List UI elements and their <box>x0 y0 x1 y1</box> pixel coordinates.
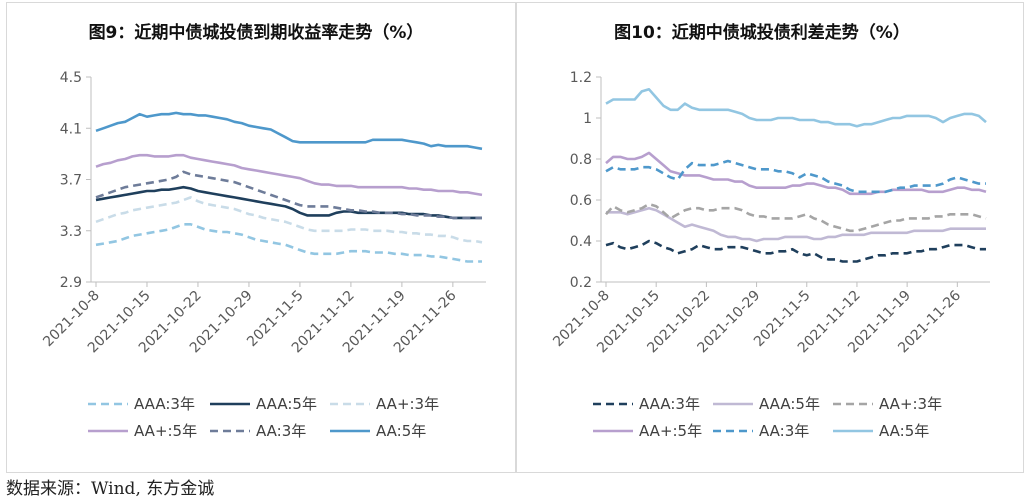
legend-label: AAA:3年 <box>134 395 195 413</box>
series-line <box>95 223 482 263</box>
legend-label: AA:3年 <box>759 422 809 440</box>
series-line <box>605 151 987 196</box>
series-line <box>95 153 483 197</box>
legend-label: AA:3年 <box>256 422 306 440</box>
legend-label: AAA:3年 <box>639 395 700 413</box>
legend-label: AAA:5年 <box>759 395 820 413</box>
y-tick-label: 1 <box>583 111 592 127</box>
chart-title: 图9：近期中债城投债到期收益率走势（%） <box>89 22 424 43</box>
legend-label: AA+:3年 <box>879 395 942 413</box>
legend-label: AA+:5年 <box>639 422 702 440</box>
series-line <box>605 88 987 128</box>
y-tick-label: 3.3 <box>60 224 82 240</box>
y-tick-label: 0.8 <box>570 152 592 168</box>
series-line <box>605 159 986 194</box>
chart-title: 图10：近期中债城投债利差走势（%） <box>614 22 910 43</box>
y-tick-label: 2.9 <box>60 275 82 291</box>
legend-label: AA:5年 <box>376 422 426 440</box>
y-tick-label: 3.7 <box>60 173 82 189</box>
y-tick-label: 4.1 <box>60 121 82 137</box>
chart-yield-trend: 图9：近期中债城投债到期收益率走势（%）2.93.33.74.14.52021-… <box>40 22 486 440</box>
legend-label: AAA:5年 <box>256 395 317 413</box>
y-tick-label: 0.2 <box>570 275 592 291</box>
legend-label: AA+:3年 <box>376 395 439 413</box>
legend-label: AA+:5年 <box>134 422 197 440</box>
y-tick-label: 0.4 <box>570 234 592 250</box>
series-line <box>605 239 986 263</box>
series-line <box>605 202 987 233</box>
series-line <box>95 196 483 244</box>
series-line <box>95 111 483 151</box>
y-tick-label: 4.5 <box>60 70 82 86</box>
series-line <box>606 206 986 243</box>
y-tick-label: 1.2 <box>570 70 592 86</box>
series-line <box>95 170 482 220</box>
data-source-note: 数据来源：Wind, 东方金诚 <box>6 479 215 499</box>
legend-label: AA:5年 <box>879 422 929 440</box>
y-tick-label: 0.6 <box>570 193 592 209</box>
